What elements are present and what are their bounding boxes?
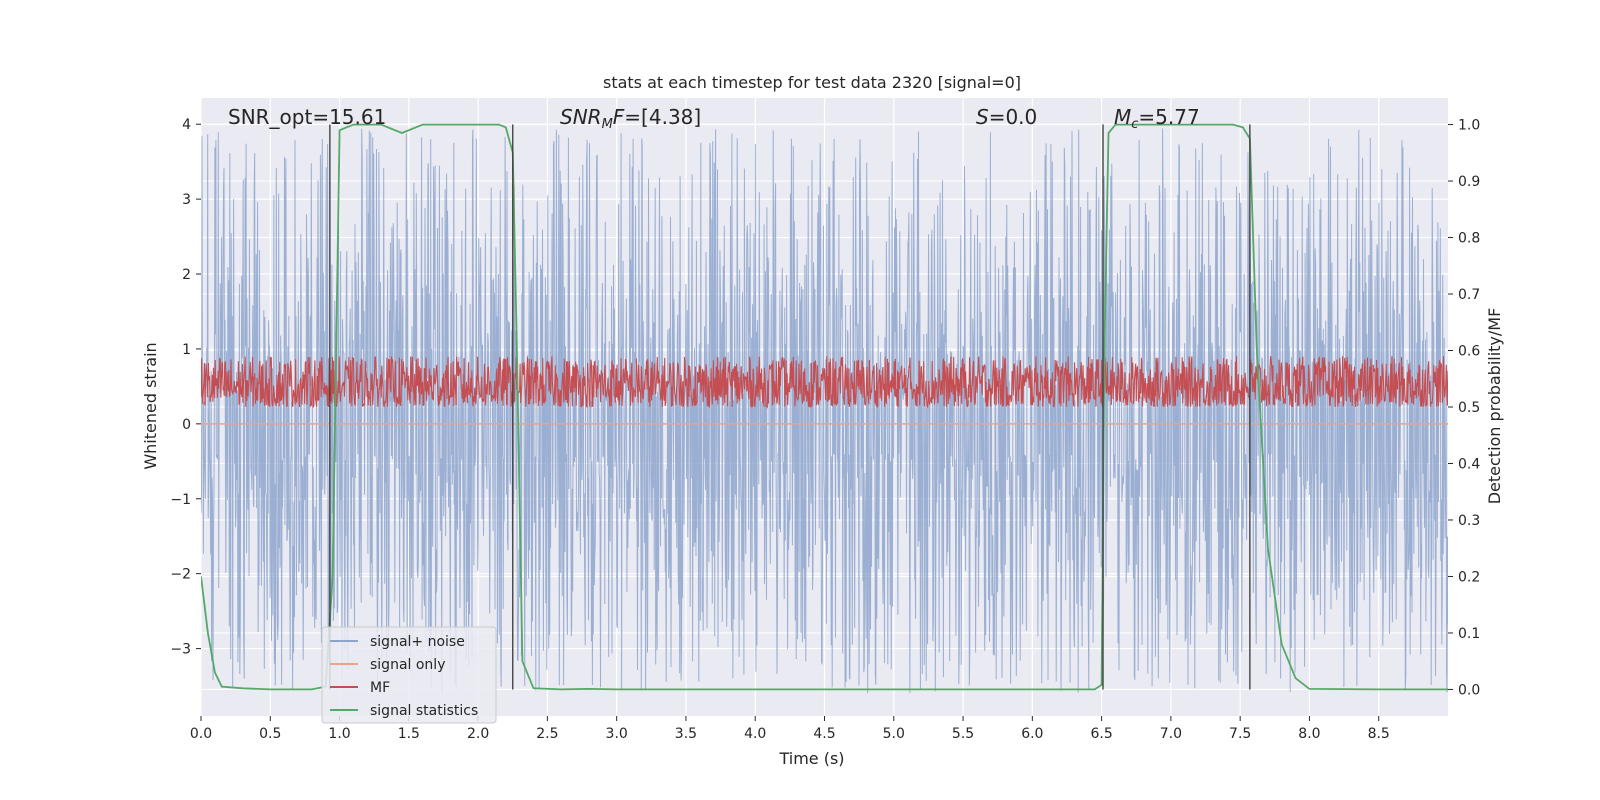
annotation-snr-mf-f: F [613, 105, 625, 129]
x-tick-label: 5.0 [883, 726, 905, 742]
x-tick-label: 6.5 [1090, 726, 1112, 742]
y-right-tick-label: 0.9 [1458, 174, 1480, 190]
y-right-tick-label: 0.3 [1458, 513, 1480, 529]
vertical-markers [329, 124, 1251, 690]
annotation-mc-symbol: M [1114, 105, 1131, 129]
annotation-mc-subscript: c [1131, 117, 1138, 132]
y-right-tick-label: 0.7 [1458, 287, 1480, 303]
y-tick-label: 0 [182, 417, 191, 433]
x-tick-label: 1.5 [398, 726, 420, 742]
y-right-tick-label: 0.0 [1458, 682, 1480, 698]
x-tick-label: 1.0 [328, 726, 350, 742]
y-right-tick-label: 0.6 [1458, 344, 1480, 360]
annotation-snr-opt: SNR_opt=15.61 [228, 105, 386, 129]
x-tick-label: 6.0 [1021, 726, 1043, 742]
series-signal-noise [201, 128, 1448, 694]
legend-label-signal-only: signal only [370, 657, 445, 673]
x-axis-label: Time (s) [778, 749, 844, 768]
y-tick-label: 4 [182, 117, 191, 133]
annotation-snr-mf-subscript: M [602, 117, 613, 132]
legend-label-mf: MF [370, 680, 390, 696]
y-right-tick-label: 0.8 [1458, 231, 1480, 247]
x-tick-label: 2.5 [536, 726, 558, 742]
y-tick-label: −3 [170, 642, 191, 658]
x-tick-label: 8.0 [1298, 726, 1320, 742]
y-tick-label: −2 [170, 567, 191, 583]
annotation-mc: Mc=5.77 [1114, 105, 1200, 132]
axes: 0.0 0.5 1.0 1.5 2.0 2.5 3.0 3.5 4.0 4.5 5.0 5.5 6.0 6… [170, 117, 1480, 742]
y-tick-label: 2 [182, 267, 191, 283]
x-tick-label: 8.5 [1368, 726, 1390, 742]
legend-box [321, 626, 497, 724]
y-axis-label: Whitened strain [141, 342, 160, 469]
y-right-tick-label: 0.2 [1458, 569, 1480, 585]
y-right-tick-label: 0.1 [1458, 626, 1480, 642]
x-tick-label: 4.5 [813, 726, 835, 742]
annotation-snr-mf: SNRMF=[4.38] [560, 105, 701, 132]
annotation-snr-mf-value: =[4.38] [624, 105, 701, 129]
y-tick-label: 1 [182, 342, 191, 358]
annotation-snr-mf-symbol: SNR [560, 105, 602, 129]
legend-label-signal-noise: signal+ noise [370, 634, 465, 650]
x-tick-label: 5.5 [952, 726, 974, 742]
y-tick-label: −1 [170, 492, 191, 508]
y-right-tick-label: 0.5 [1458, 400, 1480, 416]
x-tick-label: 4.0 [744, 726, 766, 742]
legend: signal+ noise signal only MF signal stat… [321, 626, 497, 724]
x-tick-label: 3.0 [606, 726, 628, 742]
series-mf [201, 356, 1448, 409]
y-right-tick-label: 1.0 [1458, 118, 1480, 134]
chart-title: stats at each timestep for test data 232… [603, 73, 1021, 92]
x-tick-label: 0.5 [259, 726, 281, 742]
annotation-s: S=0.0 [976, 105, 1037, 129]
x-tick-label: 7.0 [1160, 726, 1182, 742]
x-tick-label: 3.5 [675, 726, 697, 742]
x-tick-label: 7.5 [1229, 726, 1251, 742]
y-right-tick-label: 0.4 [1458, 456, 1480, 472]
annotation-s-value: =0.0 [989, 105, 1038, 129]
y-tick-label: 3 [182, 192, 191, 208]
y-axis-right-label: Detection probability/MF [1485, 308, 1504, 505]
annotation-mc-value: =5.77 [1138, 105, 1199, 129]
x-tick-label: 0.0 [190, 726, 212, 742]
x-tick-label: 2.0 [467, 726, 489, 742]
legend-label-signal-statistics: signal statistics [370, 703, 478, 719]
annotation-s-symbol: S [976, 105, 989, 129]
